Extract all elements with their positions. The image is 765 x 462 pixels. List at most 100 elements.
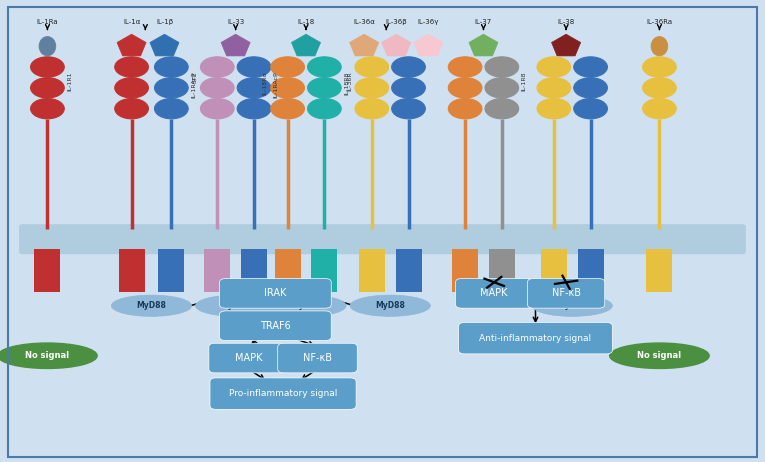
Text: NF-κB: NF-κB <box>552 288 581 298</box>
Text: IL-36γ: IL-36γ <box>418 19 439 25</box>
Polygon shape <box>350 34 379 56</box>
Text: MAPK: MAPK <box>235 353 262 363</box>
Circle shape <box>643 57 676 77</box>
Circle shape <box>485 57 519 77</box>
Ellipse shape <box>350 295 430 316</box>
Text: No signal: No signal <box>637 351 682 360</box>
Circle shape <box>485 98 519 119</box>
Circle shape <box>115 78 148 98</box>
Circle shape <box>537 98 571 119</box>
FancyBboxPatch shape <box>455 279 532 308</box>
FancyBboxPatch shape <box>541 249 567 292</box>
Circle shape <box>355 78 389 98</box>
Circle shape <box>115 57 148 77</box>
Circle shape <box>271 57 304 77</box>
FancyBboxPatch shape <box>646 249 672 292</box>
Text: IL-1Ra: IL-1Ra <box>37 19 58 25</box>
Polygon shape <box>291 34 321 56</box>
Circle shape <box>448 57 482 77</box>
Circle shape <box>355 98 389 119</box>
Ellipse shape <box>610 343 709 369</box>
Circle shape <box>392 57 425 77</box>
Circle shape <box>237 57 271 77</box>
Circle shape <box>448 98 482 119</box>
Ellipse shape <box>0 343 97 369</box>
Text: IL-37: IL-37 <box>475 19 492 25</box>
Text: IL-1β: IL-1β <box>156 19 173 25</box>
Polygon shape <box>469 34 498 56</box>
Circle shape <box>237 98 271 119</box>
Circle shape <box>355 57 389 77</box>
Text: MyD88: MyD88 <box>136 301 167 310</box>
Circle shape <box>308 98 341 119</box>
Circle shape <box>31 98 64 119</box>
Text: MAPK: MAPK <box>480 288 508 298</box>
Text: MyD88: MyD88 <box>220 301 251 310</box>
Text: No signal: No signal <box>25 351 70 360</box>
Text: IL-18Rβ: IL-18Rβ <box>344 72 350 95</box>
Circle shape <box>485 78 519 98</box>
Text: Pro-inflammatory signal: Pro-inflammatory signal <box>229 389 337 398</box>
Circle shape <box>237 78 271 98</box>
Text: IL-1RAcP: IL-1RAcP <box>274 72 279 98</box>
Polygon shape <box>150 34 179 56</box>
Ellipse shape <box>651 36 668 56</box>
Circle shape <box>200 78 234 98</box>
Polygon shape <box>117 34 146 56</box>
Text: IL-36α: IL-36α <box>353 19 375 25</box>
Circle shape <box>31 78 64 98</box>
FancyBboxPatch shape <box>396 249 422 292</box>
Ellipse shape <box>39 36 56 56</box>
FancyBboxPatch shape <box>209 343 288 373</box>
Circle shape <box>574 57 607 77</box>
Circle shape <box>392 98 425 119</box>
Text: IL-18: IL-18 <box>298 19 314 25</box>
Text: TRAF6: TRAF6 <box>260 321 291 331</box>
Text: IL-36R: IL-36R <box>347 72 352 91</box>
Text: IL-38: IL-38 <box>558 19 575 25</box>
FancyBboxPatch shape <box>119 249 145 292</box>
Text: IL-1R8: IL-1R8 <box>522 72 527 91</box>
Circle shape <box>200 98 234 119</box>
Circle shape <box>271 98 304 119</box>
Ellipse shape <box>532 295 612 316</box>
FancyBboxPatch shape <box>578 249 604 292</box>
Circle shape <box>392 78 425 98</box>
Circle shape <box>643 78 676 98</box>
Text: MyD88: MyD88 <box>291 301 321 310</box>
FancyBboxPatch shape <box>241 249 267 292</box>
Ellipse shape <box>265 295 346 316</box>
Text: IL-1RAcP: IL-1RAcP <box>191 72 197 98</box>
Text: IL-1α: IL-1α <box>123 19 140 25</box>
Circle shape <box>155 78 188 98</box>
FancyBboxPatch shape <box>452 249 478 292</box>
FancyBboxPatch shape <box>158 249 184 292</box>
Text: IL-1R1: IL-1R1 <box>67 72 73 91</box>
Circle shape <box>31 57 64 77</box>
Polygon shape <box>552 34 581 56</box>
Circle shape <box>537 78 571 98</box>
FancyBboxPatch shape <box>275 249 301 292</box>
Circle shape <box>537 57 571 77</box>
Text: ST2: ST2 <box>192 72 197 83</box>
FancyBboxPatch shape <box>527 279 604 308</box>
FancyBboxPatch shape <box>220 311 331 340</box>
FancyBboxPatch shape <box>220 279 331 308</box>
FancyBboxPatch shape <box>204 249 230 292</box>
Circle shape <box>115 98 148 119</box>
FancyBboxPatch shape <box>458 322 612 354</box>
FancyBboxPatch shape <box>489 249 515 292</box>
FancyBboxPatch shape <box>19 224 746 254</box>
FancyBboxPatch shape <box>210 378 356 409</box>
Polygon shape <box>221 34 250 56</box>
Polygon shape <box>414 34 443 56</box>
Text: IL-18Rα: IL-18Rα <box>262 72 268 95</box>
Circle shape <box>574 98 607 119</box>
Text: NF-κB: NF-κB <box>303 353 332 363</box>
Circle shape <box>308 78 341 98</box>
Text: Anti-inflammatory signal: Anti-inflammatory signal <box>480 334 591 343</box>
Text: MyD88: MyD88 <box>375 301 405 310</box>
Circle shape <box>155 98 188 119</box>
Circle shape <box>271 78 304 98</box>
Circle shape <box>448 78 482 98</box>
